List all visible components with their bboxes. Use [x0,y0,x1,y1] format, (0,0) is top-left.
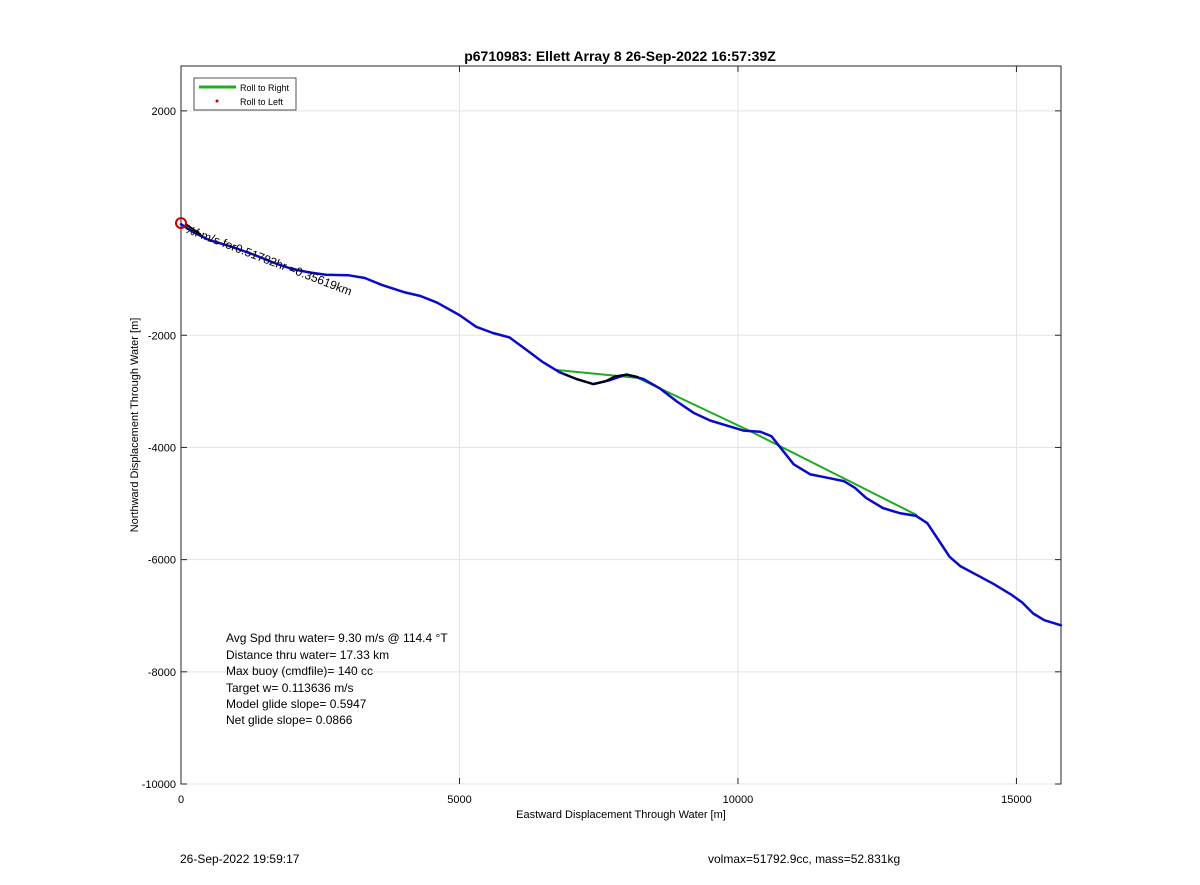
stat-model-glide: Model glide slope= 0.5947 [226,697,367,711]
legend: Roll to Right Roll to Left [193,77,297,111]
markers [175,217,187,230]
y-tick-label-5: -10000 [142,779,176,791]
footer-timestamp: 26-Sep-2022 19:59:17 [180,852,300,866]
stat-avg-speed: Avg Spd thru water= 9.30 m/s @ 114.4 °T [226,631,448,645]
footer-volmax: volmax=51792.9cc, mass=52.831kg [708,852,901,866]
stat-net-glide: Net glide slope= 0.0866 [226,713,353,727]
x-tick-label-1: 5000 [447,794,471,806]
y-tick-label-2: -4000 [148,442,176,454]
y-axis-label: Northward Displacement Through Water [m] [129,318,141,533]
stat-max-buoy: Max buoy (cmdfile)= 140 cc [226,664,373,678]
start-marker-0 [175,217,187,230]
y-tick-label-4: -8000 [148,667,176,679]
series-2-segment-0 [564,373,639,386]
data-lines [179,222,1063,627]
x-tick-label-0: 0 [178,794,184,806]
stat-distance: Distance thru water= 17.33 km [226,648,389,662]
legend-label-roll-right: Roll to Right [240,83,290,93]
x-tick-label-3: 15000 [1001,794,1032,806]
series-track-line [179,222,1063,627]
legend-label-roll-left: Roll to Left [240,97,284,107]
y-tick-label-1: -2000 [148,330,176,342]
chart-title: p6710983: Ellett Array 8 26-Sep-2022 16:… [464,48,776,64]
stats-block: Avg Spd thru water= 9.30 m/s @ 114.4 °T … [226,631,448,727]
y-tick-label-0: 2000 [152,106,176,118]
x-tick-label-2: 10000 [723,794,754,806]
series-2-segment-1 [185,223,202,236]
grid [181,66,1061,785]
x-axis-label: Eastward Displacement Through Water [m] [516,809,726,821]
y-tick-label-3: -6000 [148,555,176,567]
stat-target-w: Target w= 0.113636 m/s [226,681,354,695]
plot-area [180,65,1062,785]
legend-box [193,77,297,111]
legend-swatch-roll-left [215,99,219,103]
axis-ticks: 0 5000 10000 15000 2000 -2000 -4000 -6000 -8000 -… [142,66,1061,806]
